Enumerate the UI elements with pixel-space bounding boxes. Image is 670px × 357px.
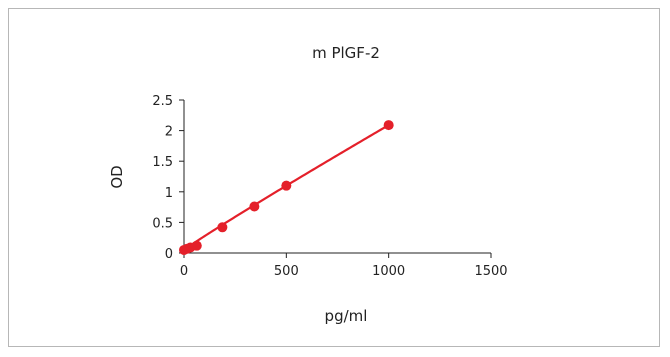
data-point xyxy=(383,120,394,131)
x-axis-title: pg/ml xyxy=(325,307,368,325)
y-tick-label: 0 xyxy=(165,247,173,262)
y-tick-label: 2.5 xyxy=(152,94,173,109)
x-tick-label: 1500 xyxy=(474,264,507,279)
x-tick-label: 0 xyxy=(180,264,188,279)
chart-title: m PlGF-2 xyxy=(312,44,380,62)
y-axis-title: OD xyxy=(108,165,126,188)
y-tick-label: 2 xyxy=(165,125,173,140)
y-tick-label: 0.5 xyxy=(152,216,173,231)
data-point xyxy=(281,180,292,191)
chart: m PlGF-2 OD pg/ml 0 0.5 1 1.5 2 2.5 0 500 1000 15… xyxy=(108,44,508,325)
y-tick-label: 1.5 xyxy=(152,155,173,170)
x-tick-label: 500 xyxy=(274,264,299,279)
plot-area xyxy=(179,120,394,255)
y-tick-label: 1 xyxy=(165,186,173,201)
data-point xyxy=(249,201,260,212)
data-point xyxy=(217,222,228,233)
data-point xyxy=(191,240,202,251)
axes: 0 0.5 1 1.5 2 2.5 0 500 1000 1500 xyxy=(152,94,507,279)
chart-frame: m PlGF-2 OD pg/ml 0 0.5 1 1.5 2 2.5 0 500 1000 15… xyxy=(8,8,660,347)
x-tick-label: 1000 xyxy=(372,264,405,279)
